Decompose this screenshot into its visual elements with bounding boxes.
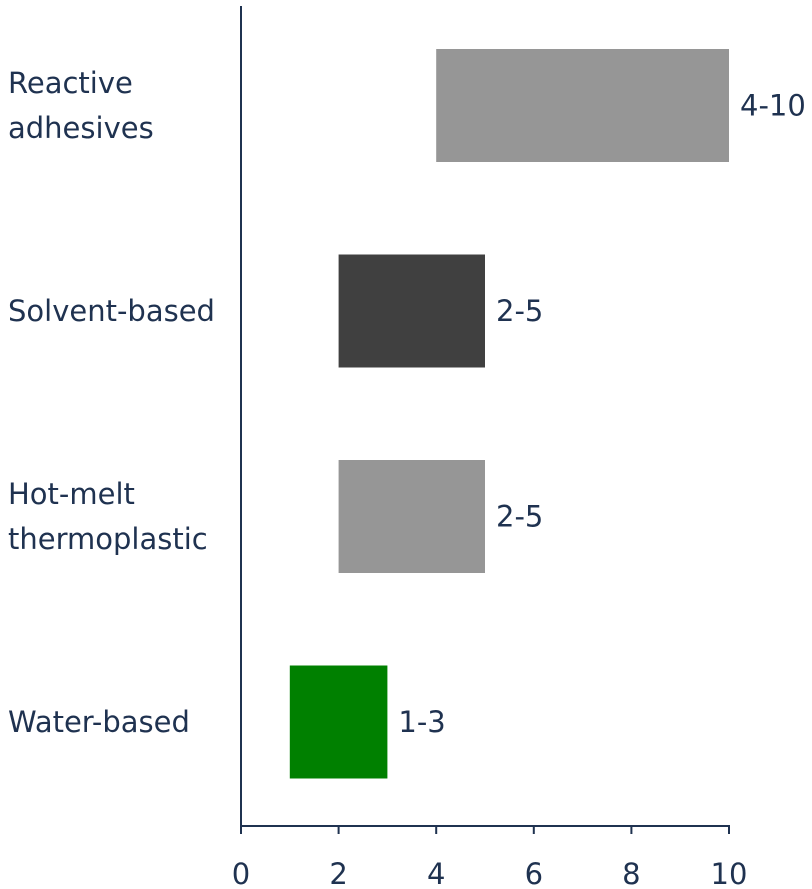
category-label: Water-based [8, 705, 190, 739]
x-tick-label: 0 [232, 857, 250, 889]
category-label: Hot-melt thermoplastic [8, 477, 208, 556]
x-tick-label: 6 [525, 857, 543, 889]
x-tick-label: 8 [622, 857, 640, 889]
x-tick-label: 4 [427, 857, 445, 889]
x-ticks: 0 2 4 6 8 10 [232, 826, 748, 889]
data-label: 2-5 [496, 294, 543, 328]
category-label-line: adhesives [8, 111, 154, 145]
bar-water-based [289, 665, 388, 779]
bars-group [289, 49, 729, 779]
bar-hot-melt-thermoplastic [338, 460, 485, 573]
data-label: 4-10 [740, 89, 806, 123]
category-label-line: Solvent-based [8, 294, 215, 328]
data-label: 1-3 [398, 705, 445, 739]
category-label-line: thermoplastic [8, 522, 208, 556]
category-label-line: Water-based [8, 705, 190, 739]
category-label-line: Reactive [8, 66, 133, 100]
category-label-line: Hot-melt [8, 477, 135, 511]
axes-group [240, 6, 730, 827]
x-tick-label: 10 [711, 857, 748, 889]
data-labels: 4-10 2-5 2-5 1-3 [398, 89, 805, 740]
category-label: Reactive adhesives [8, 66, 154, 145]
category-label: Solvent-based [8, 294, 215, 328]
data-label: 2-5 [496, 500, 543, 534]
x-tick-label: 2 [329, 857, 347, 889]
bar-solvent-based [338, 254, 485, 368]
bar-reactive-adhesives [436, 49, 729, 162]
category-labels: Reactive adhesives Solvent-based Hot-melt th… [8, 66, 215, 739]
